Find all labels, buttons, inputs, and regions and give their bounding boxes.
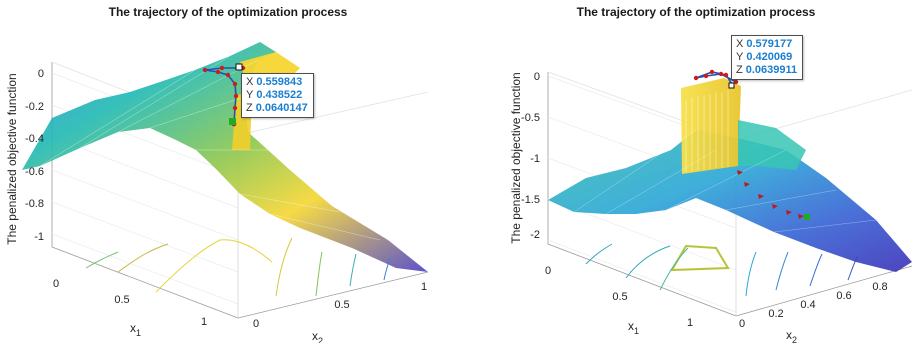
x2-tick-label: 0 bbox=[253, 318, 259, 330]
trajectory-point bbox=[772, 204, 778, 209]
chart-right-title: The trajectory of the optimization proce… bbox=[577, 5, 816, 19]
x2-tick-label: 0.2 bbox=[768, 308, 783, 320]
trajectory-point bbox=[723, 72, 729, 78]
datatip-z-label: Z bbox=[736, 64, 743, 76]
x1-tick-label: 1 bbox=[687, 317, 693, 329]
x1-tick-label: 0.5 bbox=[114, 294, 129, 306]
trajectory-point bbox=[232, 105, 238, 111]
z-tick-label: 0 bbox=[38, 68, 44, 80]
x2-tick-label: 0.6 bbox=[836, 290, 851, 302]
datatip-x-label: X bbox=[736, 38, 744, 50]
x2-tick-label: 0.8 bbox=[872, 281, 887, 293]
trajectory-point bbox=[232, 81, 238, 87]
trajectory-point bbox=[798, 214, 804, 219]
chart-left-title: The trajectory of the optimization proce… bbox=[109, 5, 348, 19]
z-tick-label: 0 bbox=[534, 71, 540, 83]
z-tick-label: -0.2 bbox=[25, 101, 44, 113]
chart-left-contours bbox=[85, 237, 391, 297]
trajectory-point bbox=[786, 210, 792, 215]
z-tick-label: -1.5 bbox=[521, 194, 540, 206]
chart-left-datatip: X 0.559843 Y 0.438522 Z 0.0640147 bbox=[241, 73, 314, 118]
x2-tick-label: 0.4 bbox=[800, 299, 815, 311]
datatip-z-value: 0.0639911 bbox=[745, 64, 798, 76]
datatip-anchor bbox=[235, 63, 243, 71]
datatip-z-label: Z bbox=[246, 102, 253, 114]
z-tick-label: -0.8 bbox=[25, 198, 44, 210]
trajectory-point bbox=[744, 182, 750, 187]
trajectory-point bbox=[718, 71, 724, 77]
chart-right-x1-ticks: 0 0.5 1 bbox=[545, 265, 693, 329]
chart-right-xlabel: x1 bbox=[628, 319, 639, 336]
trajectory-point bbox=[703, 73, 709, 79]
trajectory-point bbox=[233, 93, 239, 99]
trajectory-point bbox=[225, 72, 231, 78]
chart-right-contours bbox=[585, 243, 859, 297]
chart-left: The trajectory of the optimization proce… bbox=[5, 5, 429, 343]
trajectory-point bbox=[215, 69, 221, 75]
trajectory-point bbox=[758, 194, 764, 199]
datatip-y-value: 0.438522 bbox=[256, 89, 303, 101]
x1-axis-line bbox=[547, 243, 737, 317]
trajectory-point bbox=[693, 75, 699, 81]
chart-left-trajectory bbox=[202, 63, 246, 127]
z-tick-label: -2 bbox=[530, 229, 540, 241]
chart-left-xlabel: x1 bbox=[130, 321, 141, 338]
x2-tick-label: 1 bbox=[421, 281, 427, 293]
x1-tick-label: 1 bbox=[201, 316, 207, 328]
z-tick-label: -1 bbox=[530, 153, 540, 165]
datatip-z-value: 0.0640147 bbox=[255, 102, 308, 114]
x1-axis-line bbox=[51, 246, 239, 319]
z-tick-label: -0.4 bbox=[25, 133, 44, 145]
trajectory-point bbox=[219, 65, 225, 71]
chart-left-x2-ticks: 0 0.5 1 bbox=[253, 281, 427, 330]
chart-left-surface bbox=[22, 42, 428, 272]
trajectory-point bbox=[709, 69, 715, 75]
trajectory-point bbox=[733, 79, 739, 85]
chart-left-z-ticks: 0 -0.2 -0.4 -0.6 -0.8 -1 bbox=[25, 68, 44, 243]
z-tick-label: -0.6 bbox=[25, 166, 44, 178]
x2-tick-label: 0 bbox=[739, 318, 745, 330]
trajectory-end-marker bbox=[804, 214, 810, 220]
chart-right-trajectory bbox=[693, 69, 810, 220]
datatip-x-value: 0.579177 bbox=[746, 38, 793, 50]
x2-axis-line bbox=[237, 271, 429, 319]
trajectory-end-marker bbox=[229, 118, 236, 125]
x2-axis-line bbox=[735, 265, 912, 317]
chart-left-ylabel: x2 bbox=[312, 329, 323, 343]
chart-right-surface bbox=[548, 78, 912, 272]
chart-left-svg: The trajectory of the optimization proce… bbox=[5, 5, 429, 343]
chart-right: The trajectory of the optimization proce… bbox=[456, 0, 912, 343]
trajectory-point bbox=[737, 170, 743, 175]
chart-right-x2-ticks: 0 0.2 0.4 0.6 0.8 bbox=[739, 281, 888, 330]
x2-tick-label: 0.5 bbox=[334, 299, 349, 311]
chart-right-svg: The trajectory of the optimization proce… bbox=[509, 5, 912, 343]
trajectory-point bbox=[202, 67, 208, 73]
chart-right-datatip: X 0.579177 Y 0.420069 Z 0.0639911 bbox=[731, 35, 804, 80]
chart-right-zlabel: The penalized objective function bbox=[509, 72, 523, 243]
datatip-anchor bbox=[728, 82, 735, 89]
datatip-y-label: Y bbox=[246, 89, 254, 101]
datatip-y-value: 0.420069 bbox=[746, 51, 793, 63]
datatip-y-label: Y bbox=[736, 51, 744, 63]
chart-right-ylabel: x2 bbox=[786, 328, 797, 343]
x1-tick-label: 0 bbox=[53, 278, 59, 290]
chart-left-zlabel: The penalized objective function bbox=[5, 73, 19, 244]
chart-right-z-ticks: 0 -0.5 -1 -1.5 -2 bbox=[521, 71, 540, 241]
datatip-x-label: X bbox=[246, 76, 254, 88]
x1-tick-label: 0 bbox=[545, 265, 551, 277]
chart-left-x1-ticks: 0 0.5 1 bbox=[53, 278, 207, 328]
z-tick-label: -0.5 bbox=[521, 112, 540, 124]
x1-tick-label: 0.5 bbox=[612, 291, 627, 303]
datatip-x-value: 0.559843 bbox=[256, 76, 303, 88]
z-tick-label: -1 bbox=[34, 231, 44, 243]
